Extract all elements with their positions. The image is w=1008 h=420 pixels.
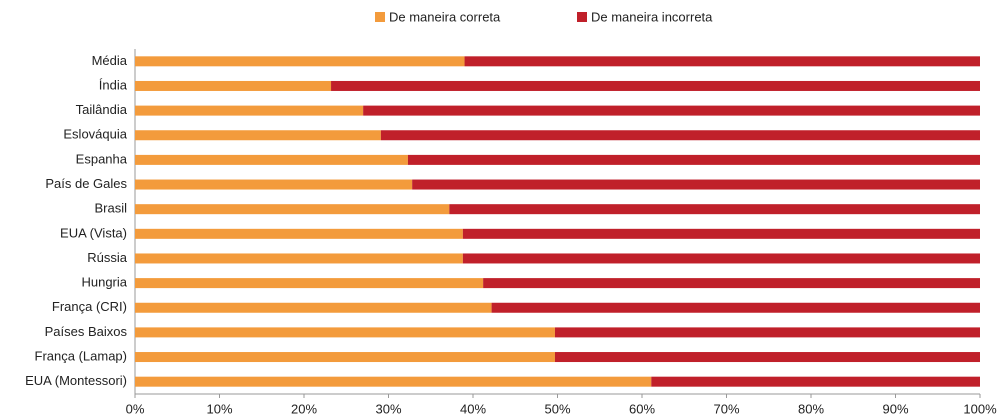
bar-segment bbox=[554, 327, 980, 338]
bar-segment bbox=[651, 376, 980, 387]
y-tick-label: Hungria bbox=[81, 275, 127, 290]
bar-segment bbox=[331, 80, 980, 91]
y-tick-label: País de Gales bbox=[45, 176, 127, 191]
bar-segment bbox=[135, 302, 492, 313]
x-tick-label: 40% bbox=[460, 401, 486, 416]
y-tick-label: EUA (Vista) bbox=[60, 225, 127, 240]
x-tick-label: 80% bbox=[798, 401, 824, 416]
bar-segment bbox=[464, 56, 980, 67]
y-tick-label: Espanha bbox=[76, 151, 128, 166]
bar-segment bbox=[135, 253, 463, 264]
x-tick-label: 20% bbox=[291, 401, 317, 416]
y-tick-label: EUA (Montessori) bbox=[25, 373, 127, 388]
bar-segment bbox=[135, 204, 450, 215]
y-tick-label: França (Lamap) bbox=[35, 348, 127, 363]
bar-segment bbox=[380, 130, 980, 141]
bar-segment bbox=[135, 80, 332, 91]
y-tick-label: Índia bbox=[99, 77, 128, 92]
bar-segment bbox=[462, 253, 980, 264]
y-tick-label: Rússia bbox=[87, 250, 128, 265]
y-tick-label: Países Baixos bbox=[45, 324, 128, 339]
bar-segment bbox=[412, 179, 980, 190]
legend-label: De maneira incorreta bbox=[591, 9, 713, 24]
bar-segment bbox=[363, 105, 980, 116]
x-tick-label: 100% bbox=[963, 401, 997, 416]
bar-segment bbox=[462, 228, 980, 239]
bar-segment bbox=[135, 179, 413, 190]
bar-segment bbox=[135, 154, 408, 165]
y-tick-label: Eslováquia bbox=[63, 127, 127, 142]
bar-segment bbox=[407, 154, 980, 165]
x-tick-label: 90% bbox=[882, 401, 908, 416]
bar-segment bbox=[135, 130, 381, 141]
y-tick-label: Tailândia bbox=[76, 102, 128, 117]
x-tick-label: 0% bbox=[126, 401, 145, 416]
bar-segment bbox=[135, 56, 465, 67]
x-tick-label: 50% bbox=[544, 401, 570, 416]
bar-segment bbox=[483, 278, 980, 289]
y-tick-label: França (CRI) bbox=[52, 299, 127, 314]
x-tick-label: 30% bbox=[375, 401, 401, 416]
bar-segment bbox=[135, 327, 555, 338]
legend-swatch bbox=[577, 12, 587, 22]
bar-segment bbox=[491, 302, 980, 313]
bar-segment bbox=[135, 278, 484, 289]
bar-segment bbox=[554, 352, 980, 363]
y-tick-label: Brasil bbox=[94, 201, 127, 216]
legend-swatch bbox=[375, 12, 385, 22]
x-tick-label: 10% bbox=[206, 401, 232, 416]
legend-label: De maneira correta bbox=[389, 9, 501, 24]
bar-segment bbox=[135, 352, 555, 363]
x-tick-label: 70% bbox=[713, 401, 739, 416]
y-tick-label: Média bbox=[92, 53, 128, 68]
bar-segment bbox=[135, 105, 364, 116]
bar-segment bbox=[135, 228, 463, 239]
bar-segment bbox=[135, 376, 652, 387]
bar-segment bbox=[449, 204, 981, 215]
x-tick-label: 60% bbox=[629, 401, 655, 416]
